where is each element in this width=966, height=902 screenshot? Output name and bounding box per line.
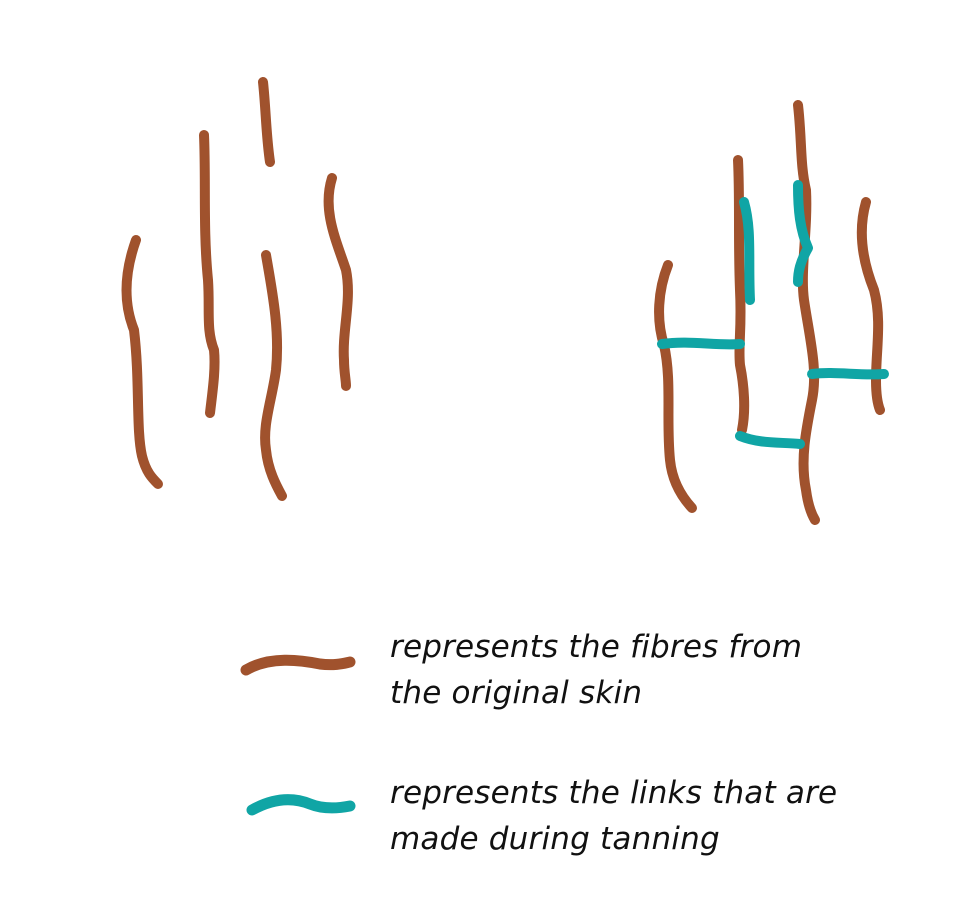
fibre-strand <box>856 197 885 415</box>
legend-fibre-line-1: represents the fibres from <box>390 629 803 665</box>
untanned-fibres-group <box>121 77 353 501</box>
legend-fibre-sample <box>240 654 356 676</box>
legend-link-sample <box>246 794 356 816</box>
fibre-strand <box>793 100 820 525</box>
fibre-strand <box>654 260 697 513</box>
link-strand <box>735 431 805 449</box>
fibre-strand <box>199 130 220 418</box>
tanned-fibres-group <box>654 100 885 525</box>
legend-fibre-label: represents the fibres from the original … <box>390 624 802 716</box>
fibre-strand <box>733 155 750 435</box>
fibre-strand <box>323 173 353 391</box>
link-strand <box>793 180 813 287</box>
legend-link-line-2: made during tanning <box>390 821 720 857</box>
legend-link-line-1: represents the links that are <box>390 775 838 811</box>
fibre-strand <box>258 77 275 167</box>
link-strand <box>739 197 755 305</box>
legend-link-label: represents the links that are made durin… <box>390 770 837 862</box>
link-strand <box>807 368 889 380</box>
tanning-links-group <box>657 180 889 449</box>
link-strand <box>657 337 745 350</box>
legend-fibre-line-2: the original skin <box>390 675 643 711</box>
fibre-strand <box>121 235 163 489</box>
fibre-strand <box>260 250 287 501</box>
